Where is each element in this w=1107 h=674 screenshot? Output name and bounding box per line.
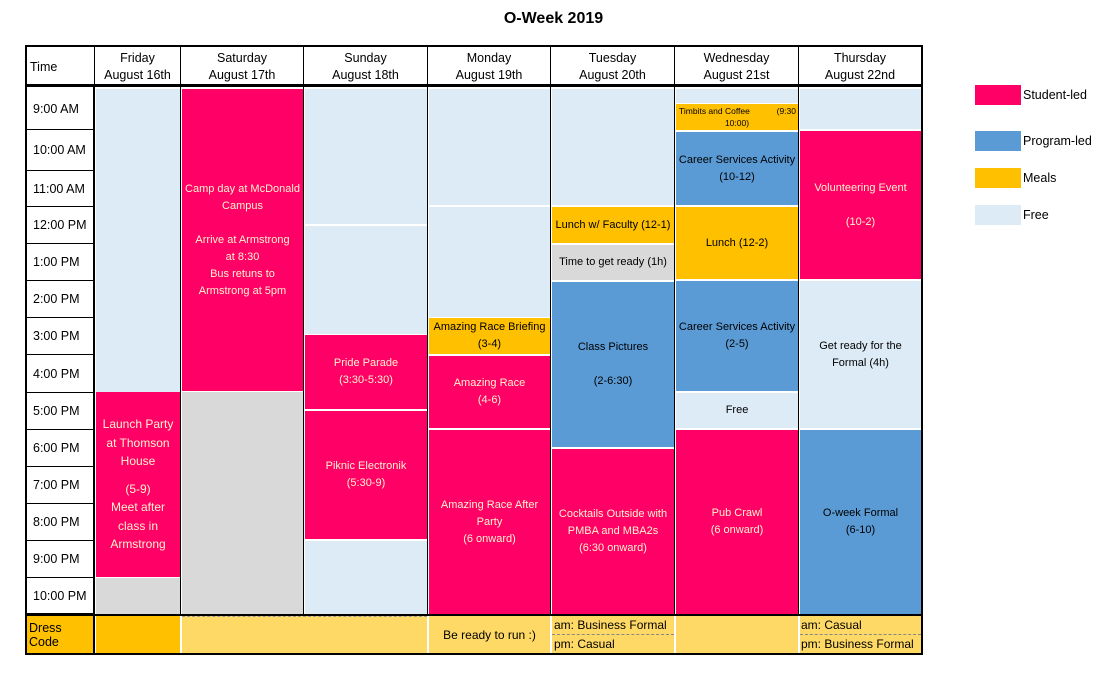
sunday-free-block xyxy=(305,541,427,614)
saturday-unavailable-block xyxy=(182,392,303,614)
header-friday: Friday August 16th xyxy=(95,47,181,85)
sunday-free-block xyxy=(305,226,427,334)
time-slot: 11:00 AM xyxy=(27,171,93,207)
monday-amazing-race-after-party: Amazing Race After Party (6 onward) xyxy=(429,430,550,614)
dress-code-friday xyxy=(96,616,180,653)
monday-free-block xyxy=(429,207,550,317)
column-divider xyxy=(303,87,304,615)
legend-label-program-led: Program-led xyxy=(1023,134,1092,148)
wednesday-free-block: Free xyxy=(676,393,798,428)
column-divider xyxy=(180,87,181,615)
column-divider xyxy=(550,87,551,615)
time-slot: 12:00 PM xyxy=(27,207,93,244)
monday-amazing-race: Amazing Race (4-6) xyxy=(429,356,550,428)
time-slot: 9:00 AM xyxy=(27,89,93,130)
dress-code-label-cell: Dress Code xyxy=(27,616,95,653)
legend-label-free: Free xyxy=(1023,208,1049,222)
saturday-camp-day: Camp day at McDonald Campus Arrive at Arms… xyxy=(182,89,303,391)
time-column xyxy=(25,87,95,615)
thursday-get-ready: Get ready for the Formal (4h) xyxy=(800,281,921,428)
page-title: O-Week 2019 xyxy=(503,10,604,27)
sunday-pride-parade: Pride Parade (3:30-5:30) xyxy=(305,335,427,409)
friday-free-block xyxy=(96,89,180,392)
legend-label-student-led: Student-led xyxy=(1023,88,1087,102)
header-thursday: Thursday August 22nd xyxy=(824,51,896,82)
monday-amazing-race-briefing: Amazing Race Briefing (3-4) xyxy=(429,318,550,354)
wednesday-career-services-activity: Career Services Activity (2-5) xyxy=(676,281,798,391)
dress-code-wednesday xyxy=(676,616,798,653)
dress-code-tuesday: am: Business Formal pm: Casual xyxy=(552,616,674,653)
wednesday-pub-crawl: Pub Crawl (6 onward) xyxy=(676,430,798,614)
friday-launch-party: Launch Party at Thomson House (5-9) Meet aft… xyxy=(96,392,180,577)
legend-swatch-free xyxy=(975,205,1021,225)
header-tuesday: Tuesday August 20th xyxy=(551,47,675,85)
time-slot: 8:00 PM xyxy=(27,504,93,541)
header-wednesday: Wednesday August 21st xyxy=(675,47,799,85)
time-slot: 3:00 PM xyxy=(27,318,93,355)
time-slot: 7:00 PM xyxy=(27,467,93,504)
dress-code-monday: Be ready to run :) xyxy=(429,616,550,653)
thursday-free-block xyxy=(800,89,921,129)
header-sunday: Sunday August 18th xyxy=(304,47,428,85)
tuesday-lunch-with-faculty: Lunch w/ Faculty (12-1) xyxy=(552,207,674,243)
legend-swatch-program-led xyxy=(975,131,1021,151)
time-slot: 1:00 PM xyxy=(27,244,93,281)
sunday-free-block xyxy=(305,89,427,224)
tuesday-class-pictures: Class Pictures (2-6:30) xyxy=(552,282,674,447)
time-header: Time xyxy=(27,47,95,85)
column-divider xyxy=(674,87,675,615)
header-row xyxy=(25,45,923,87)
tuesday-cocktails: Cocktails Outside with PMBA and MBA2s (6:3… xyxy=(552,449,674,614)
column-divider xyxy=(427,87,428,615)
friday-unavailable-block xyxy=(96,578,180,614)
dress-code-saturday-sunday xyxy=(182,616,427,653)
column-divider xyxy=(798,87,799,615)
time-slot: 10:00 PM xyxy=(27,578,93,615)
wednesday-timbits-and-coffee: Timbits and Coffee (9:30 10:00) xyxy=(676,104,798,130)
legend-swatch-meals xyxy=(975,168,1021,188)
thursday-volunteering-event: Volunteering Event (10-2) xyxy=(800,131,921,279)
tuesday-free-block xyxy=(552,89,674,205)
time-slot: 9:00 PM xyxy=(27,541,93,578)
header-saturday: Saturday August 17th xyxy=(181,47,304,85)
tuesday-time-to-get-ready: Time to get ready (1h) xyxy=(552,245,674,280)
sunday-piknic-electronik: Piknic Electronik (5:30-9) xyxy=(305,411,427,539)
time-slot: 10:00 AM xyxy=(27,130,93,171)
header-monday: Monday August 19th xyxy=(428,47,551,85)
time-slot: 4:00 PM xyxy=(27,355,93,393)
legend-label-meals: Meals xyxy=(1023,171,1057,185)
time-slot: 2:00 PM xyxy=(27,281,93,318)
legend-swatch-student-led xyxy=(975,85,1021,105)
time-slot: 6:00 PM xyxy=(27,430,93,467)
dress-code-row xyxy=(25,614,923,616)
time-slot: 5:00 PM xyxy=(27,393,93,430)
wednesday-free-block xyxy=(676,89,798,103)
dress-code-thursday: am: Casual pm: Business Formal xyxy=(800,616,921,653)
wednesday-lunch: Lunch (12-2) xyxy=(676,207,798,279)
wednesday-career-services-activity: Career Services Activity (10-12) xyxy=(676,132,798,205)
thursday-o-week-formal: O-week Formal (6-10) xyxy=(800,430,921,614)
monday-free-block xyxy=(429,89,550,205)
